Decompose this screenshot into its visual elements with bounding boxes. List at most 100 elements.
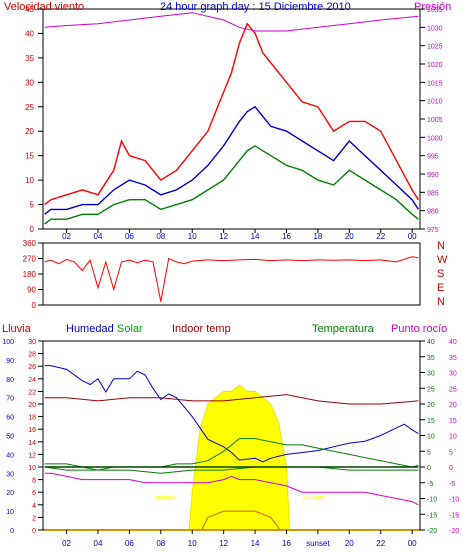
pressure-tick-label: 1010	[427, 99, 443, 106]
rain-tick-label: 22	[28, 389, 36, 396]
wind-speed-x-tick-label: 04	[94, 232, 103, 241]
temperature-tick-label: -20	[427, 528, 437, 535]
humidity-tick-label: 100	[2, 339, 14, 346]
compass-label: N	[437, 240, 445, 252]
temperature-tick-label: -10	[427, 497, 437, 504]
temperature-tick-label: -5	[427, 481, 433, 488]
climate-y-ticks: 0102030405060708090100024681012141618202…	[2, 339, 459, 535]
rain-tick-label: 12	[28, 452, 36, 459]
sunrise-label: sunrise	[154, 495, 177, 502]
pressure-tick-label: 990	[427, 172, 439, 179]
compass-label: N	[437, 296, 445, 308]
wind-speed-axis-title: Velocidad viento	[4, 1, 84, 13]
rain-tick-label: 18	[28, 415, 36, 422]
humidity-tick-label: 90	[6, 358, 14, 365]
climate-x-tick-label: 16	[282, 539, 291, 548]
climate-x-tick-label: 00	[408, 539, 417, 548]
compass-label: E	[437, 282, 444, 294]
climate-x-tick-label: 06	[125, 539, 134, 548]
wind-speed-tick-label: 30	[25, 78, 34, 87]
wind-speed-tick-label: 45	[25, 5, 34, 14]
temperature-tick-label: 15	[427, 418, 435, 425]
wind-speed-x-tick-label: 16	[282, 232, 291, 241]
humidity-tick-label: 30	[6, 471, 14, 478]
wind-direction-y-ticks: 0 90 180 270 360	[23, 239, 43, 310]
dew-point-tick-label: 25	[449, 386, 457, 393]
temperature-tick-label: 25	[427, 386, 435, 393]
humidity-tick-label: 20	[6, 490, 14, 497]
temperature-tick-label: -15	[427, 512, 437, 519]
dew-point-tick-label: 0	[449, 465, 453, 472]
sunset-label: sunset	[303, 495, 324, 502]
temperature-legend-label: Temperatura	[312, 323, 375, 335]
wind-speed-tick-label: 0	[30, 225, 35, 234]
dew-point-tick-label: -10	[449, 497, 459, 504]
humidity-tick-label: 60	[6, 415, 14, 422]
rain-tick-label: 6	[32, 490, 36, 497]
wind-speed-x-tick-label: 10	[188, 232, 197, 241]
rain-tick-label: 26	[28, 364, 36, 371]
rain-tick-label: 16	[28, 427, 36, 434]
dew-point-tick-label: -5	[449, 481, 455, 488]
wind-direction-tick-label: 90	[27, 286, 36, 295]
compass-label: S	[437, 268, 444, 280]
wind-speed-tick-label: 20	[25, 127, 34, 136]
temperature-tick-label: 40	[427, 339, 435, 346]
pressure-line	[44, 12, 419, 32]
compass-label: W	[437, 254, 448, 266]
pressure-y-ticks: 975 980 985 990 995 1000 1005 1010 1015 1020 1025 1…	[420, 7, 443, 234]
climate-x-tick-label: 22	[376, 539, 385, 548]
wind-speed-y-ticks: 0 5 10 15 20 25 30 35 40 45	[25, 5, 43, 234]
wind-speed-tick-label: 35	[25, 54, 34, 63]
pressure-tick-label: 1035	[427, 7, 443, 14]
dew-point-tick-label: 10	[449, 434, 457, 441]
wind-direction-tick-label: 0	[32, 301, 37, 310]
climate-x-tick-label: 10	[188, 539, 197, 548]
temperature-tick-label: 20	[427, 402, 435, 409]
wind-speed-x-ticks: 02 04 06 08 10 12 14 16 18 20 22 00	[62, 229, 417, 241]
wind-speed-series	[44, 12, 419, 225]
dew-point-tick-label: -20	[449, 528, 459, 535]
pressure-tick-label: 1030	[427, 25, 443, 32]
humidity-tick-label: 50	[6, 434, 14, 441]
wind-speed-x-tick-label: 00	[408, 232, 417, 241]
wind-speed-x-tick-label: 22	[376, 232, 385, 241]
rain-tick-label: 4	[32, 503, 36, 510]
rain-tick-label: 0	[32, 528, 36, 535]
climate-x-tick-label: 20	[345, 539, 354, 548]
dew-point-tick-label: 40	[449, 339, 457, 346]
chart-title: 24 hour graph day : 15 Diciembre 2010	[160, 1, 351, 13]
wind-speed-plot-frame	[42, 8, 421, 230]
wind-speed-tick-label: 5	[30, 201, 35, 210]
rain-tick-label: 10	[28, 465, 36, 472]
wind-speed-tick-label: 10	[25, 176, 34, 185]
temperature-tick-label: 30	[427, 371, 435, 378]
climate-x-tick-label: 08	[156, 539, 165, 548]
climate-x-tick-label: 14	[251, 539, 260, 548]
pressure-tick-label: 1020	[427, 62, 443, 69]
climate-x-tick-label: 02	[62, 539, 71, 548]
indoor-temp-legend-label: Indoor temp	[172, 323, 231, 335]
rain-tick-label: 14	[28, 440, 36, 447]
wind-speed-x-tick-label: 06	[125, 232, 134, 241]
temperature-tick-label: 35	[427, 355, 435, 362]
speed_avg-line	[44, 105, 419, 215]
temperature-tick-label: 10	[427, 434, 435, 441]
solar-legend-label: Solar	[117, 323, 143, 335]
wind-speed-tick-label: 15	[25, 152, 34, 161]
pressure-tick-label: 985	[427, 190, 439, 197]
wind-speed-x-tick-label: 02	[62, 232, 71, 241]
speed_max-line	[44, 22, 419, 206]
wind-direction-tick-label: 180	[23, 270, 37, 279]
wind-direction-tick-label: 360	[23, 239, 37, 248]
wind-speed-x-tick-label: 08	[156, 232, 165, 241]
dew-point-tick-label: 20	[449, 402, 457, 409]
rain-tick-label: 20	[28, 402, 36, 409]
pressure-tick-label: 975	[427, 227, 439, 234]
dew_point-line	[44, 472, 419, 506]
wind-speed-panel: Velocidad viento 24 hour graph day : 15 …	[4, 1, 451, 241]
humidity-tick-label: 10	[6, 509, 14, 516]
